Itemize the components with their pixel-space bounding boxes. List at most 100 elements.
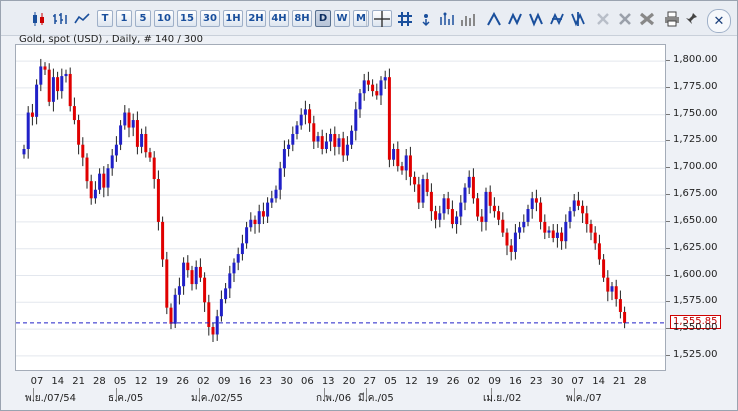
crosshair-button[interactable] (372, 10, 392, 27)
candle (417, 176, 421, 210)
candle (203, 272, 207, 312)
x-tick-label: 12 (405, 376, 418, 387)
candle (413, 171, 417, 192)
candle (442, 194, 446, 220)
candle (568, 206, 572, 229)
candle (320, 129, 324, 155)
candle (383, 70, 387, 89)
x-tick-label: 06 (301, 376, 314, 387)
period-10m-label: 10 (157, 13, 171, 24)
crosshair-icon (374, 10, 390, 27)
candle (555, 224, 559, 248)
y-tick (666, 167, 670, 169)
candle (371, 79, 375, 97)
period-15m[interactable]: 15 (177, 10, 197, 27)
x-tick-label: 26 (176, 376, 189, 387)
candle (131, 113, 135, 137)
y-tick-label: 1,750.00 (673, 107, 718, 119)
candle (232, 258, 236, 282)
period-tick-label: T (101, 13, 109, 24)
current-price-label: 1,555.85 (670, 314, 721, 329)
trend-tool-3-button[interactable] (526, 10, 546, 27)
period-2h[interactable]: 2H (246, 10, 266, 27)
period-8h[interactable]: 8H (292, 10, 312, 27)
chart-plot-area[interactable] (15, 44, 666, 371)
candle (455, 211, 459, 234)
trend-tool-5-button[interactable] (568, 10, 588, 27)
period-tick[interactable]: T (97, 10, 113, 27)
candle (539, 197, 543, 230)
x-month-label: ธ.ค./05 (108, 393, 144, 404)
y-tick (666, 60, 670, 62)
candle (560, 227, 564, 250)
candle (219, 290, 223, 322)
candle (261, 202, 265, 225)
month-tick (574, 388, 575, 402)
candle (236, 247, 240, 271)
candle (152, 151, 156, 189)
period-weekly[interactable]: W (334, 10, 350, 27)
close-button[interactable]: ✕ (707, 9, 731, 33)
y-tick-label: 1,725.00 (673, 134, 718, 146)
candle (467, 170, 471, 195)
candle (308, 103, 312, 132)
y-tick-label: 1,525.00 (673, 348, 718, 360)
volume-icon (461, 13, 475, 26)
chart-type-line[interactable] (72, 10, 91, 27)
candle (253, 215, 257, 234)
month-tick (33, 388, 34, 402)
candle (509, 239, 513, 261)
grid-button[interactable] (395, 10, 415, 27)
eraser-button[interactable] (593, 10, 613, 27)
print-button[interactable] (662, 10, 682, 27)
candle (169, 303, 173, 330)
candle (623, 306, 627, 329)
trend-tool-1-button[interactable] (484, 10, 504, 27)
indicators-button[interactable] (437, 10, 457, 27)
period-daily-label: D (318, 13, 328, 24)
x-tick-label: 28 (633, 376, 647, 387)
delete-all-button[interactable] (637, 10, 657, 27)
period-5m[interactable]: 5 (135, 10, 151, 27)
period-1m-label: 1 (120, 13, 128, 24)
candle (156, 170, 160, 231)
candle (400, 161, 404, 175)
period-10m[interactable]: 10 (154, 10, 174, 27)
candle (245, 221, 249, 249)
candle (421, 174, 425, 208)
y-tick (666, 140, 670, 142)
y-tick-label: 1,575.00 (673, 295, 718, 307)
period-4h[interactable]: 4H (269, 10, 289, 27)
candle (72, 97, 76, 125)
volume-button[interactable] (458, 10, 478, 27)
period-30m[interactable]: 30 (200, 10, 220, 27)
period-5m-label: 5 (139, 13, 147, 24)
candle (614, 279, 618, 307)
candle (299, 108, 303, 130)
period-monthly-label: M (356, 13, 366, 24)
delete-button[interactable] (615, 10, 635, 27)
trend-tool-1-icon (487, 11, 501, 25)
candle (488, 185, 492, 214)
y-tick (666, 86, 670, 88)
x-tick-label: 30 (550, 376, 564, 387)
pin-button[interactable] (681, 10, 701, 27)
candle (85, 153, 89, 189)
trend-tool-2-button[interactable] (505, 10, 525, 27)
y-tick-label: 1,800.00 (673, 54, 718, 66)
period-monthly[interactable]: M (353, 10, 369, 27)
month-tick (324, 388, 325, 402)
period-1h[interactable]: 1H (223, 10, 243, 27)
trend-tool-4-button[interactable] (547, 10, 567, 27)
candle (64, 69, 68, 83)
print-icon (665, 11, 679, 26)
period-1m[interactable]: 1 (116, 10, 132, 27)
info-button[interactable] (416, 10, 436, 27)
chart-type-candle[interactable] (28, 10, 47, 27)
bar-chart-icon (52, 12, 67, 24)
x-tick-label: 19 (425, 376, 439, 387)
chart-type-ohlc[interactable] (50, 10, 69, 27)
candle (106, 164, 110, 197)
period-daily[interactable]: D (315, 10, 331, 27)
